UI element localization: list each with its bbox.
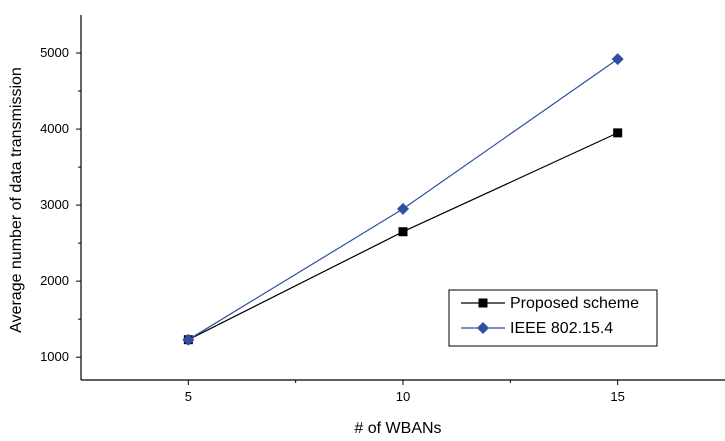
data-point (398, 227, 408, 237)
x-tick-label: 15 (610, 389, 624, 404)
y-ticks: 1000 2000 3000 4000 5000 (40, 45, 81, 364)
legend-marker (477, 322, 489, 334)
x-axis-label: # of WBANs (354, 420, 441, 437)
x-tick-label: 5 (185, 389, 192, 404)
y-axis-label: Average number of data transmission (8, 67, 25, 333)
y-tick-label: 1000 (40, 349, 69, 364)
legend-item: IEEE 802.15.4 (461, 320, 613, 337)
legend-label: IEEE 802.15.4 (510, 320, 613, 337)
data-point (397, 202, 409, 215)
y-tick-label: 4000 (40, 121, 69, 136)
series-layer (182, 53, 624, 346)
legend-label: Proposed scheme (510, 295, 639, 312)
y-tick-label: 3000 (40, 197, 69, 212)
series-2 (182, 53, 624, 346)
y-tick-label: 5000 (40, 45, 69, 60)
data-point (613, 128, 623, 138)
data-point (611, 53, 624, 66)
y-tick-label: 2000 (40, 273, 69, 288)
legend-marker (478, 298, 488, 308)
x-tick-label: 10 (396, 389, 410, 404)
legend: Proposed scheme IEEE 802.15.4 (448, 289, 658, 347)
data-point (182, 333, 195, 346)
legend-item: Proposed scheme (461, 295, 639, 312)
x-ticks: 5 10 15 (185, 380, 625, 404)
